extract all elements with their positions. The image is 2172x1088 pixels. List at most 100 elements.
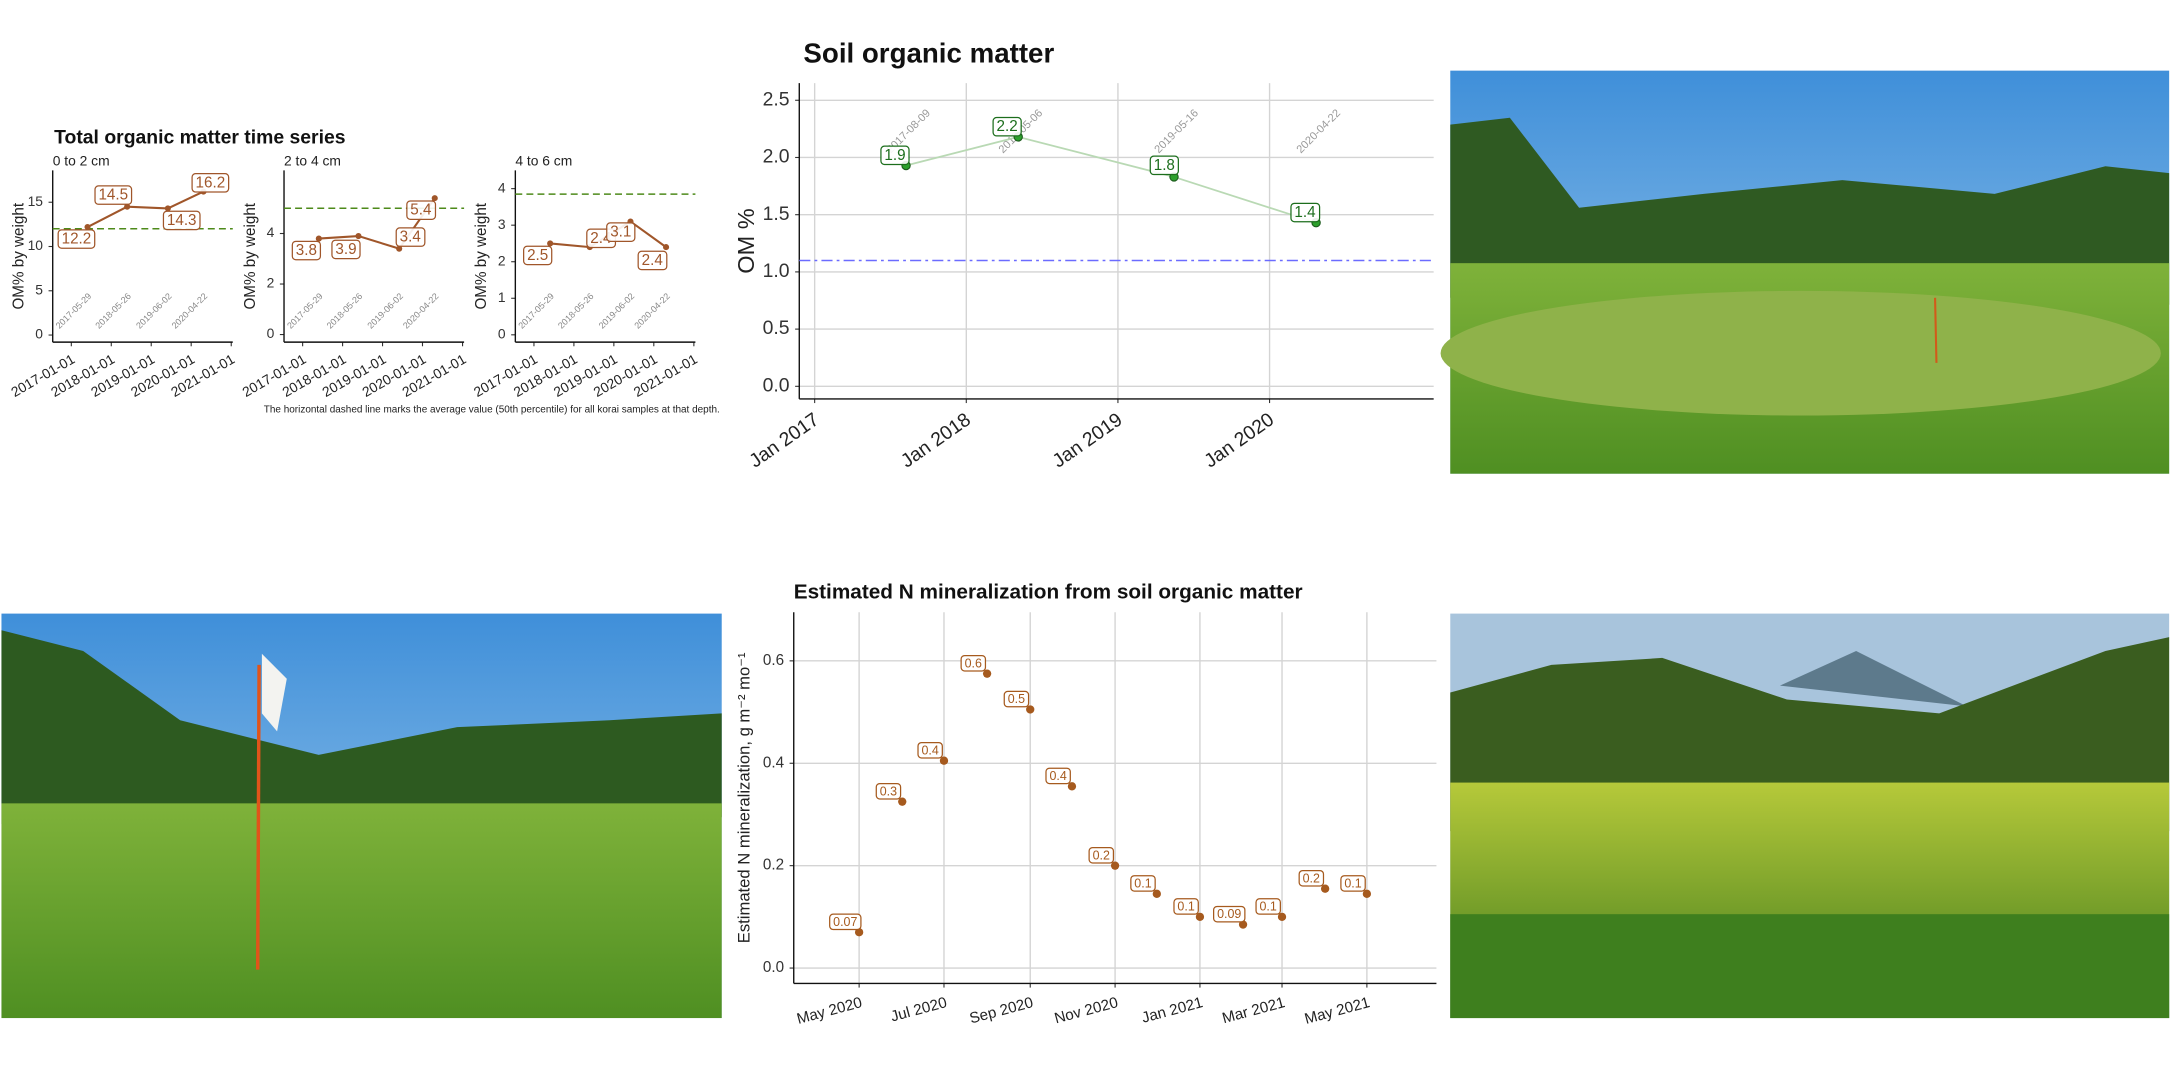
value-label-group: 0.09 <box>1213 905 1246 923</box>
date-annotation: 2018-05-26 <box>325 291 365 331</box>
value-label-box <box>291 240 322 261</box>
data-point <box>164 205 171 212</box>
value-label-box <box>523 245 553 266</box>
data-point <box>1320 884 1330 893</box>
value-label-group: 0.5 <box>1003 690 1030 708</box>
value-label-box <box>960 654 987 672</box>
y-tick-label: 0.0 <box>763 374 790 396</box>
value-label: 0.09 <box>1217 907 1241 921</box>
value-label-box <box>1290 202 1321 223</box>
data-point <box>982 669 992 678</box>
value-label-group: 0.6 <box>960 654 987 672</box>
value-label: 3.4 <box>400 229 422 246</box>
value-label-group: 5.4 <box>406 200 437 220</box>
data-point <box>663 244 670 251</box>
data-point <box>1110 861 1120 870</box>
data-point <box>1238 920 1248 929</box>
value-label-group: 2.4 <box>637 250 668 271</box>
x-tick-label: Sep 2020 <box>968 994 1035 1027</box>
value-label: 3.8 <box>296 242 317 259</box>
value-label-group: 14.3 <box>162 210 201 231</box>
value-label-group: 0.2 <box>1298 869 1325 887</box>
value-label-box <box>1088 846 1115 864</box>
value-label-box <box>880 145 910 166</box>
data-point <box>396 245 403 252</box>
y-tick-label: 2.0 <box>763 146 790 168</box>
date-annotation: 2020-04-22 <box>170 291 210 331</box>
value-label-group: 0.2 <box>1088 846 1115 864</box>
y-tick-label: 0.6 <box>763 652 784 669</box>
data-point <box>315 235 322 242</box>
value-label: 0.2 <box>1303 871 1320 885</box>
value-label: 0.3 <box>880 784 897 798</box>
y-tick-label: 4 <box>267 224 275 240</box>
value-label-box <box>94 185 133 205</box>
y-tick-label: 10 <box>28 237 44 253</box>
value-label: 3.1 <box>610 224 631 241</box>
value-label: 2.4 <box>642 252 664 269</box>
value-label-box <box>1340 875 1366 892</box>
y-tick-label: 2 <box>498 252 506 268</box>
y-tick-label: 1.5 <box>763 203 790 225</box>
x-tick-label: May 2020 <box>795 994 864 1028</box>
value-label: 0.4 <box>1049 769 1066 783</box>
value-label-box <box>191 173 230 193</box>
value-label-group: 0.07 <box>829 913 862 931</box>
y-tick-label: 3 <box>498 216 506 232</box>
chart-title: Estimated N mineralization from soil org… <box>794 580 1303 603</box>
value-label-box <box>829 913 862 931</box>
date-annotation: 2017-05-29 <box>516 291 556 331</box>
data-point <box>1195 912 1205 922</box>
date-annotation: 2020-04-22 <box>401 291 441 331</box>
value-label-box <box>606 222 636 242</box>
data-point <box>355 232 362 240</box>
y-tick-label: 5 <box>35 281 43 297</box>
date-annotation: 2020-04-22 <box>632 291 672 331</box>
data-point <box>1026 705 1035 714</box>
y-axis-label: OM % <box>733 208 759 273</box>
x-tick-label: Jan 2019 <box>1049 409 1127 473</box>
data-point <box>1362 889 1372 898</box>
y-axis-label: OM% by weight <box>473 202 490 309</box>
data-point <box>939 756 949 765</box>
y-tick-label: 0 <box>267 325 275 341</box>
value-label-group: 1.9 <box>880 145 910 166</box>
value-label-box <box>992 116 1022 137</box>
date-annotation: 2019-06-02 <box>365 291 405 331</box>
photo <box>1440 70 2170 474</box>
data-point <box>1067 782 1077 791</box>
value-label-box <box>875 782 902 800</box>
y-tick-label: 4 <box>498 179 506 195</box>
value-label: 5.4 <box>410 202 432 219</box>
y-tick-label: 1 <box>498 289 506 305</box>
value-label-group: 0.4 <box>917 741 943 759</box>
x-tick-label: Jan 2021 <box>1140 994 1205 1027</box>
value-label-box <box>1003 690 1030 708</box>
value-label-group: 3.1 <box>606 222 636 242</box>
chart-subtitle: 4 to 6 cm <box>515 153 572 169</box>
value-label-group: 3.9 <box>331 239 361 260</box>
value-label-box <box>57 229 96 249</box>
value-label-group: 12.2 <box>57 229 96 249</box>
value-label: 14.3 <box>167 212 197 229</box>
y-tick-label: 15 <box>28 193 44 209</box>
date-annotation: 2018-05-26 <box>93 291 133 331</box>
x-tick-label: Jan 2017 <box>745 409 823 473</box>
series-line <box>318 197 436 250</box>
date-annotation: 2020-04-22 <box>1295 107 1344 156</box>
value-label: 0.1 <box>1134 876 1151 890</box>
series-line <box>87 190 204 228</box>
value-label-group: 3.8 <box>291 240 322 261</box>
value-label-group: 0.4 <box>1045 767 1071 785</box>
x-tick-label: May 2021 <box>1303 994 1372 1028</box>
y-tick-label: 0 <box>35 326 43 342</box>
date-annotation: 2017-05-29 <box>54 291 94 331</box>
value-label: 1.8 <box>1154 157 1175 174</box>
y-tick-label: 2 <box>267 275 275 291</box>
chart-subtitle: 2 to 4 cm <box>284 153 341 169</box>
value-label: 3.9 <box>335 241 356 258</box>
value-label-group: 1.8 <box>1149 155 1179 176</box>
value-label: 0.1 <box>1260 899 1277 913</box>
date-annotation: 2019-06-02 <box>134 291 174 331</box>
series-line <box>905 135 1317 224</box>
